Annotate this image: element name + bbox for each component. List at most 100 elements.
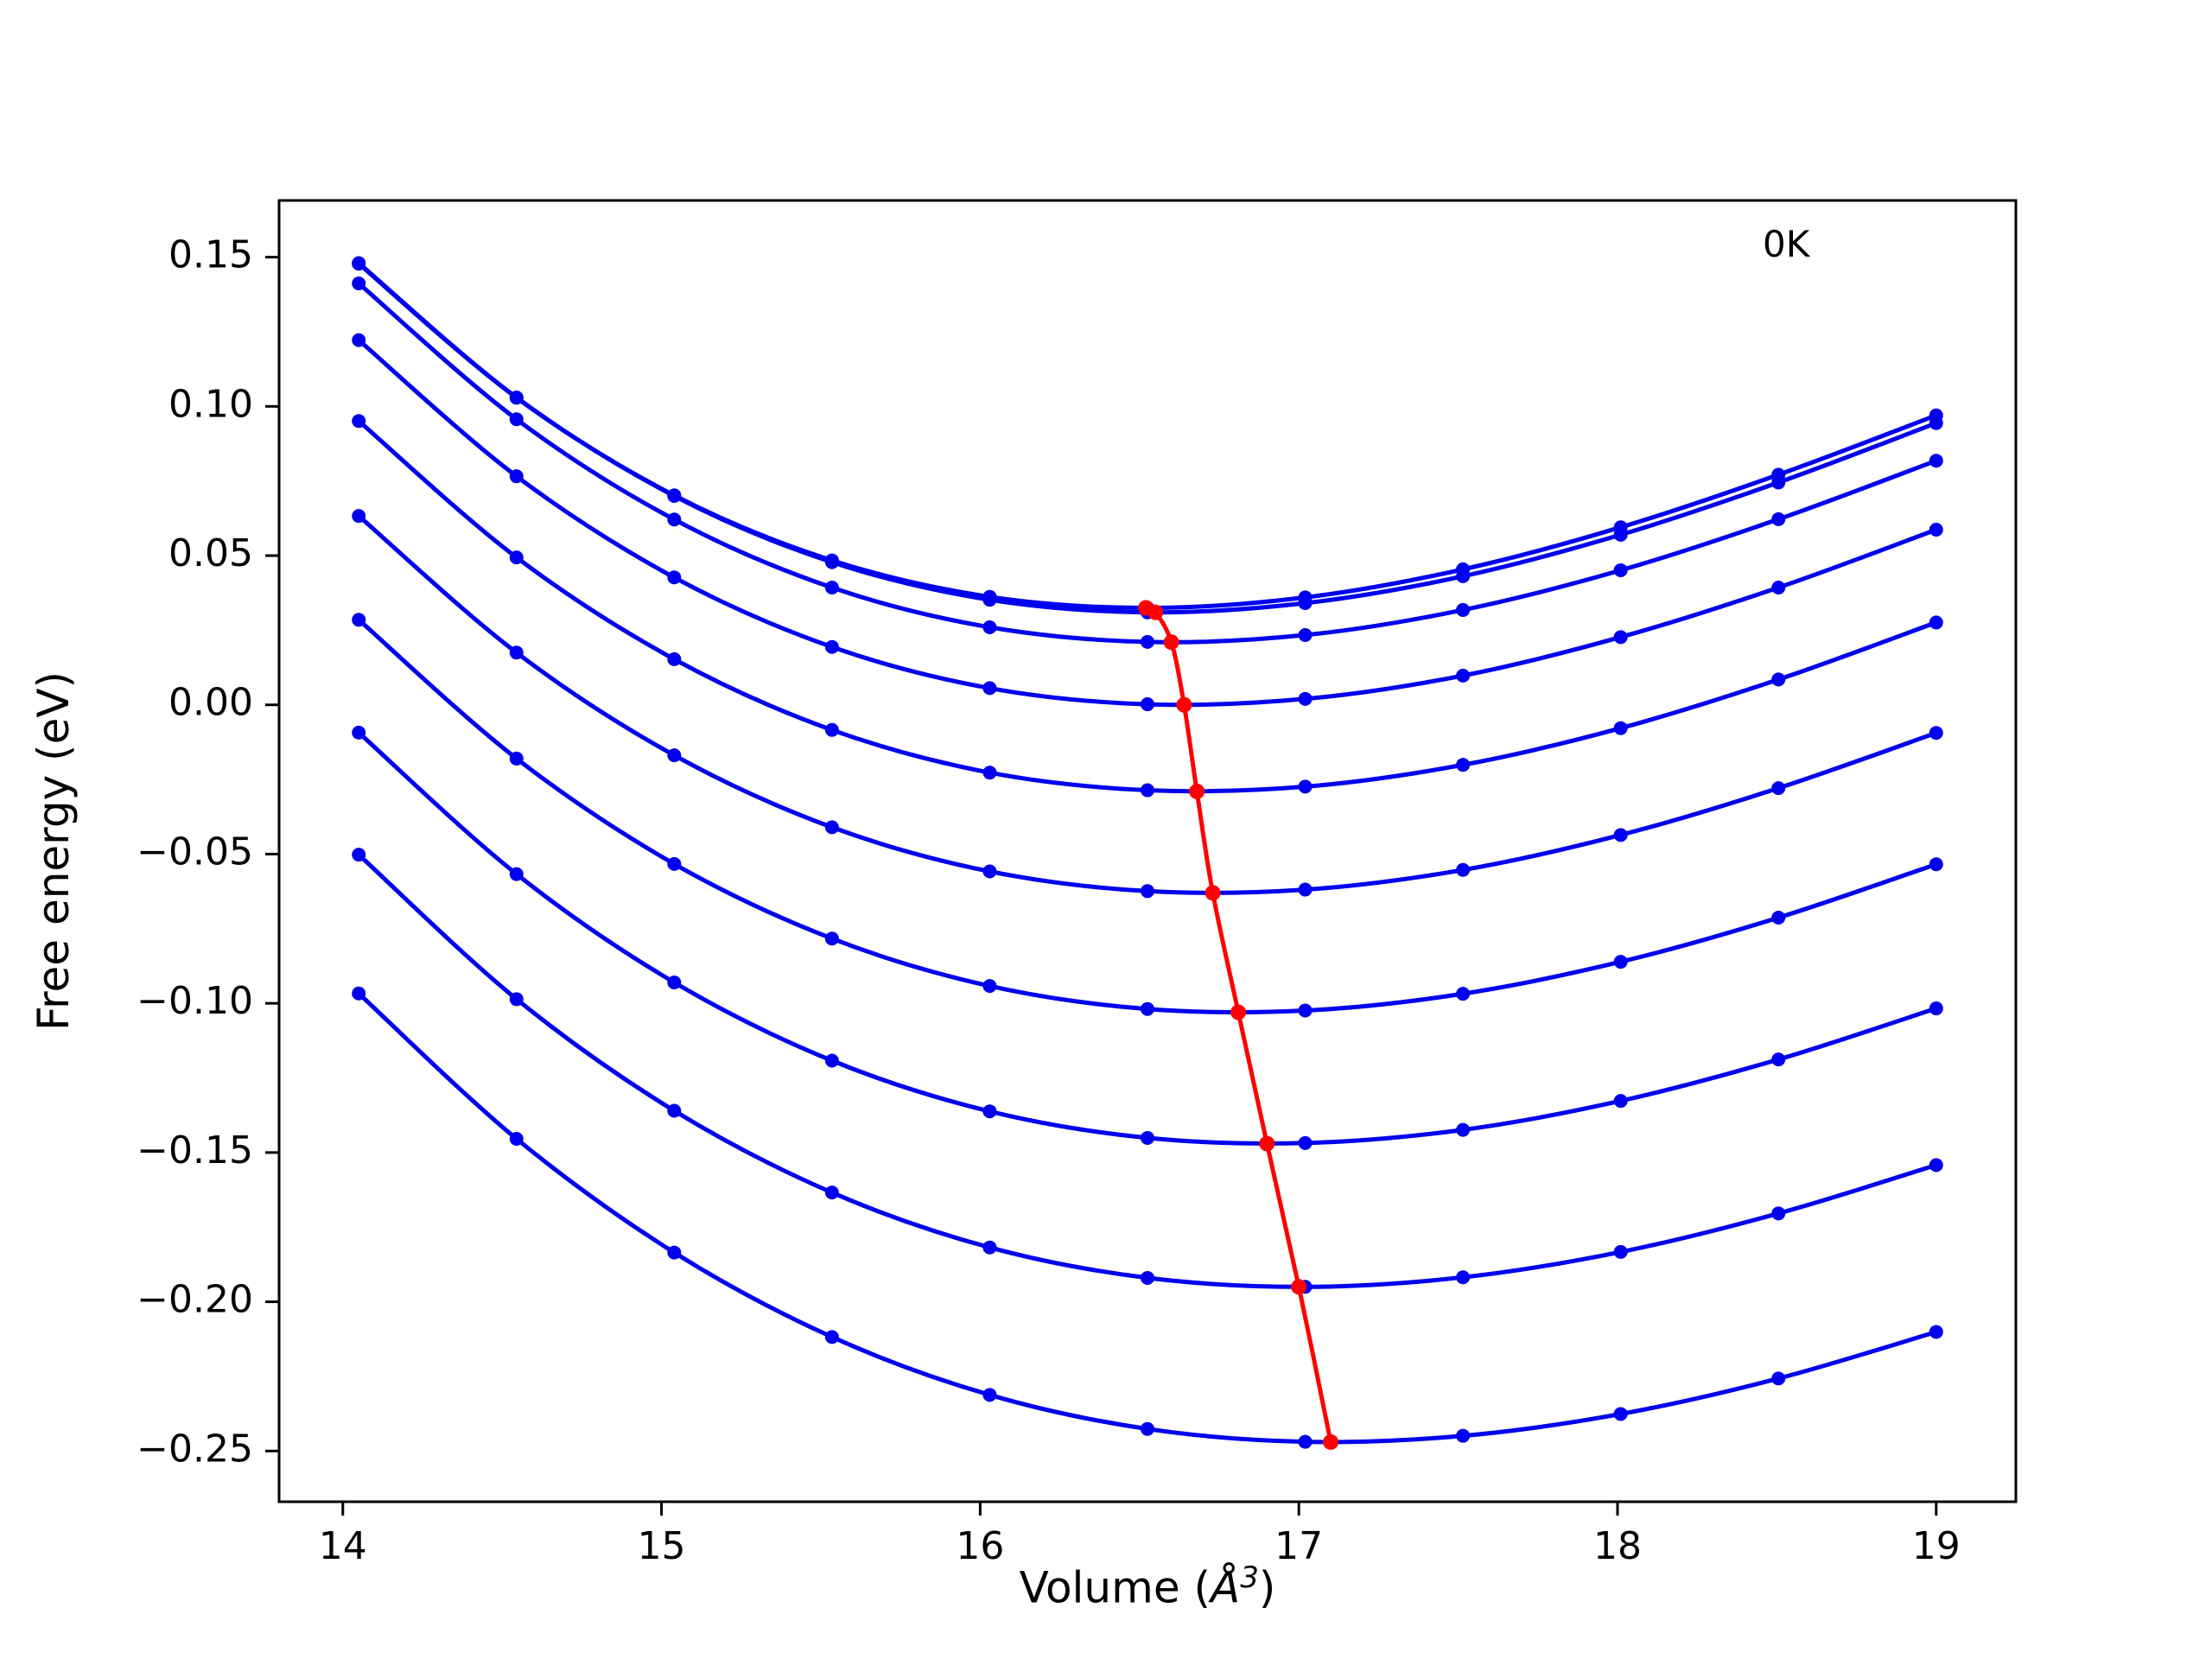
- data-point-marker: [1456, 987, 1471, 1001]
- data-point-marker: [1613, 563, 1628, 577]
- free-energy-curve: [356, 261, 1939, 615]
- free-energy-curve: [356, 281, 1939, 645]
- data-point-marker: [1141, 783, 1154, 798]
- data-point-marker: [509, 412, 524, 427]
- data-point-marker: [667, 488, 682, 503]
- data-point-marker: [352, 848, 366, 862]
- data-point-marker: [1141, 884, 1154, 899]
- data-point-marker: [982, 620, 997, 634]
- data-point-marker: [1929, 416, 1943, 430]
- data-point-marker: [1298, 779, 1313, 794]
- x-axis-label-exponent: 3: [1240, 1560, 1259, 1595]
- data-point-marker: [1929, 1158, 1943, 1173]
- data-point-marker: [1613, 1407, 1628, 1421]
- data-point-marker: [982, 1104, 997, 1119]
- data-point-marker: [1298, 882, 1313, 897]
- minimum-marker: [1291, 1279, 1307, 1295]
- minimum-marker: [1259, 1135, 1275, 1152]
- x-axis-label-suffix: ): [1258, 1562, 1276, 1613]
- data-point-marker: [1456, 569, 1471, 583]
- axes-frame: [277, 199, 2018, 1503]
- data-point-marker: [1929, 857, 1943, 872]
- free-energy-curve: [356, 261, 1939, 611]
- minimum-marker: [1163, 634, 1179, 651]
- data-point-marker: [1929, 454, 1943, 468]
- x-tick-label: 14: [319, 1524, 367, 1568]
- data-point-marker: [1613, 1244, 1628, 1259]
- data-point-marker: [352, 509, 366, 524]
- y-tick-label: −0.25: [137, 1427, 253, 1471]
- data-point-marker: [1456, 862, 1471, 877]
- data-point-marker: [667, 652, 682, 666]
- data-point-marker: [352, 613, 366, 627]
- data-point-marker: [1456, 668, 1471, 683]
- free-energy-curve: [356, 991, 1939, 1445]
- data-point-marker: [1929, 1325, 1943, 1339]
- data-point-marker: [1771, 672, 1786, 687]
- data-point-marker: [1298, 595, 1313, 610]
- y-tick-label: −0.20: [137, 1278, 253, 1322]
- x-tick-label: 18: [1593, 1524, 1642, 1568]
- y-tick-label: 0.10: [168, 382, 253, 426]
- data-point-marker: [824, 722, 839, 737]
- free-energy-curve: [356, 852, 1939, 1289]
- data-point-marker: [982, 1240, 997, 1255]
- data-point-marker: [667, 975, 682, 989]
- data-point-marker: [1771, 1206, 1786, 1221]
- data-point-marker: [1141, 1001, 1154, 1016]
- data-point-marker: [1298, 691, 1313, 706]
- data-point-marker: [1141, 697, 1154, 712]
- free-energy-curve: [356, 617, 1939, 1014]
- minimum-marker: [1189, 783, 1205, 799]
- data-point-marker: [824, 820, 839, 835]
- minimum-marker: [1176, 696, 1192, 713]
- data-point-marker: [1141, 1421, 1154, 1436]
- free-energy-curve: [356, 338, 1939, 708]
- x-axis-label-symbol: Å: [1211, 1562, 1241, 1613]
- data-point-marker: [982, 593, 997, 607]
- data-point-marker: [1298, 1434, 1313, 1449]
- data-point-marker: [982, 766, 997, 780]
- y-tick-label: 0.00: [168, 681, 253, 725]
- data-point-marker: [1613, 828, 1628, 842]
- data-point-marker: [352, 725, 366, 740]
- data-point-marker: [1613, 1094, 1628, 1109]
- x-tick-label: 19: [1912, 1524, 1961, 1568]
- data-point-marker: [982, 681, 997, 696]
- data-point-marker: [1141, 1130, 1154, 1145]
- data-point-marker: [1456, 758, 1471, 772]
- y-tick-label: 0.05: [168, 531, 253, 575]
- data-point-marker: [824, 931, 839, 946]
- data-point-marker: [509, 751, 524, 766]
- minima-line: [1143, 605, 1333, 1445]
- data-point-marker: [1929, 522, 1943, 537]
- x-tick-label: 15: [638, 1524, 686, 1568]
- data-point-marker: [509, 469, 524, 484]
- data-point-marker: [1613, 955, 1628, 969]
- data-point-marker: [667, 512, 682, 527]
- minimum-marker: [1323, 1433, 1339, 1450]
- data-point-marker: [1298, 1135, 1313, 1150]
- data-point-marker: [509, 550, 524, 565]
- data-point-marker: [509, 390, 524, 404]
- data-point-marker: [667, 856, 682, 871]
- data-point-marker: [1141, 634, 1154, 649]
- data-point-marker: [982, 979, 997, 994]
- temperature-annotation: 0K: [1763, 223, 1810, 265]
- data-point-marker: [1613, 527, 1628, 542]
- y-tick-label: −0.10: [137, 979, 253, 1023]
- data-point-marker: [824, 1185, 839, 1200]
- x-tick-label: 17: [1274, 1524, 1323, 1568]
- free-energy-curve: [356, 418, 1939, 794]
- data-point-marker: [352, 414, 366, 429]
- data-point-marker: [1771, 581, 1786, 595]
- data-point-marker: [1771, 911, 1786, 925]
- data-point-marker: [1771, 1052, 1786, 1067]
- data-point-marker: [1613, 721, 1628, 735]
- data-point-marker: [824, 555, 839, 569]
- data-point-marker: [1929, 615, 1943, 630]
- minimum-marker: [1230, 1004, 1247, 1020]
- data-point-marker: [1456, 1122, 1471, 1137]
